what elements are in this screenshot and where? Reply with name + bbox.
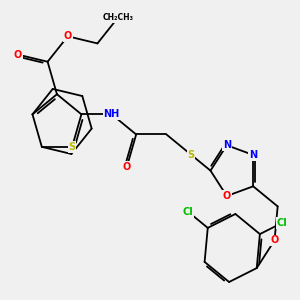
Text: CH₂CH₃: CH₂CH₃ [102, 14, 133, 22]
Text: N: N [249, 150, 257, 160]
Text: Cl: Cl [277, 218, 287, 228]
Text: NH: NH [103, 109, 120, 119]
Text: Cl: Cl [183, 207, 194, 217]
Text: N: N [223, 140, 231, 150]
Text: O: O [223, 191, 231, 201]
Text: O: O [64, 31, 72, 41]
Text: S: S [187, 149, 194, 160]
Text: O: O [270, 236, 279, 245]
Text: O: O [123, 162, 131, 172]
Text: S: S [68, 142, 76, 152]
Text: O: O [14, 50, 22, 60]
